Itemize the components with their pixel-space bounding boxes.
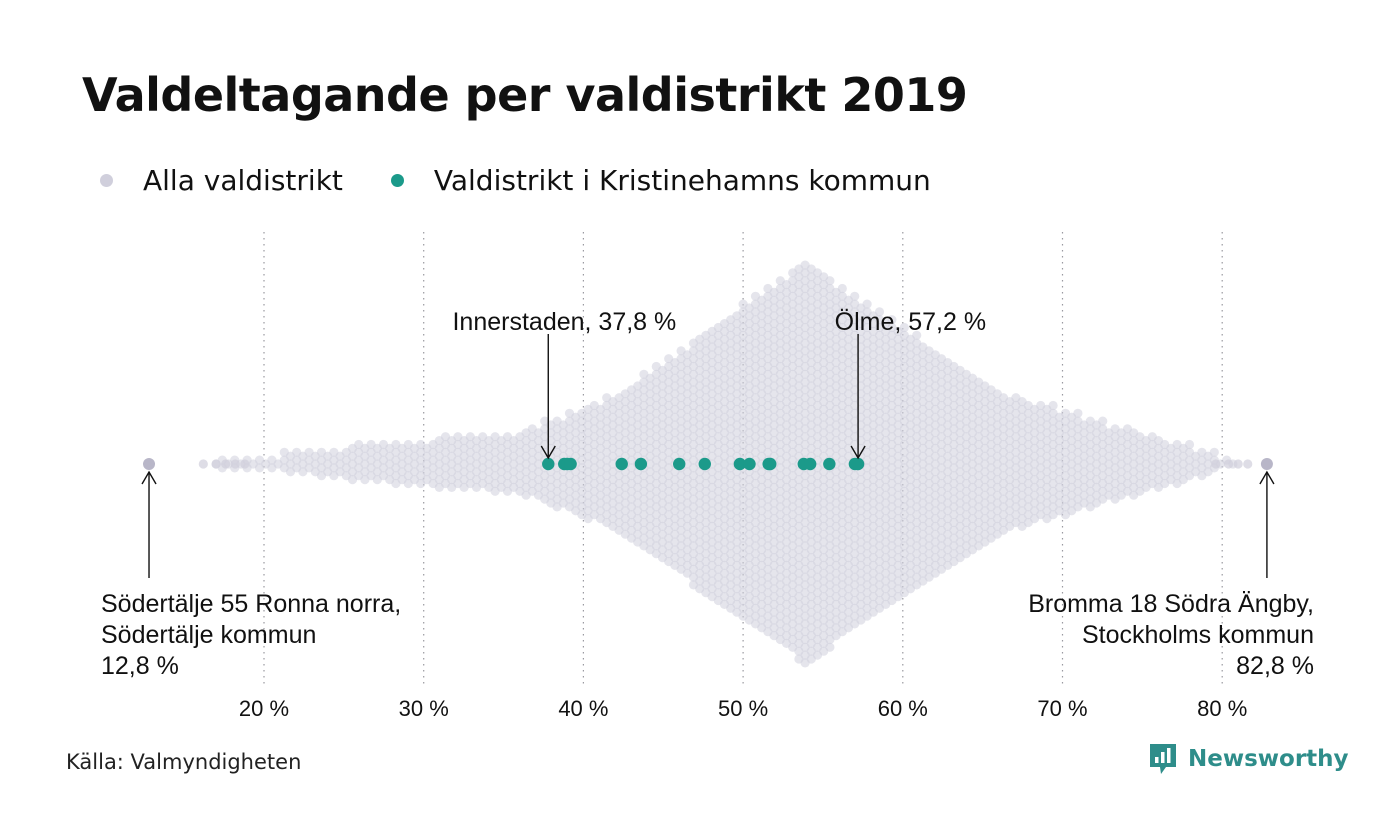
dot-all-district (825, 276, 835, 286)
dot-all-district (198, 459, 208, 469)
dot-all-district (240, 459, 250, 469)
annotation-label: Södertälje 55 Ronna norra, (101, 590, 401, 618)
dot-all-district (874, 307, 885, 317)
dot-all-district (837, 283, 847, 294)
dot-extreme-district (143, 458, 156, 470)
legend-label-all: Alla valdistrikt (143, 163, 343, 197)
dot-highlight-district (673, 457, 686, 471)
brand-name: Newsworthy (1188, 746, 1349, 772)
dot-all-district (1073, 408, 1083, 418)
tick-label-80: 80 % (1197, 696, 1247, 721)
arrow-head-icon (1259, 470, 1275, 485)
dot-all-district (1098, 416, 1108, 426)
annotation-label: 12,8 % (101, 652, 179, 680)
dot-all-district (1243, 459, 1253, 469)
dot-extreme-district (1260, 458, 1273, 470)
arrow-head-icon (540, 445, 556, 460)
chart-title: Valdeltagande per valdistrikt 2019 (82, 68, 968, 122)
dot-highlight-district (615, 457, 628, 471)
swarm-all-districts (143, 260, 1273, 668)
brand-logo: Newsworthy (1148, 742, 1349, 776)
legend-item-highlight: Valdistrikt i Kristinehamns kommun (390, 163, 931, 197)
tick-label-20: 20 % (239, 696, 289, 721)
tick-label-70: 70 % (1037, 696, 1087, 721)
annotation-label: Stockholms kommun (1082, 621, 1314, 649)
dot-all-district (221, 459, 231, 469)
dot-all-district (912, 330, 922, 340)
dot-all-district (1184, 439, 1195, 450)
dot-highlight-district (698, 457, 711, 471)
x-axis-tick-labels: 20 % 30 % 40 % 50 % 60 % 70 % 80 % (239, 696, 1247, 721)
dot-highlight-district (733, 457, 747, 471)
dot-highlight-district (764, 457, 777, 471)
annotation-label: Södertälje kommun (101, 621, 316, 649)
dot-all-district (1233, 459, 1243, 469)
legend-dot-all-icon (100, 173, 113, 187)
dot-highlight-district (634, 457, 648, 471)
dot-all-district (1211, 459, 1221, 469)
dot-all-district (211, 459, 221, 469)
dot-all-district (1223, 459, 1234, 469)
legend: Alla valdistrikt Valdistrikt i Kristineh… (100, 160, 979, 200)
tick-label-60: 60 % (878, 696, 928, 721)
bar-chart-speech-bubble-icon (1150, 744, 1176, 774)
dot-all-district (1048, 400, 1058, 411)
legend-dot-highlight-icon (390, 173, 404, 187)
dot-all-district (1209, 447, 1219, 457)
dot-highlight-district (803, 457, 817, 471)
tick-label-30: 30 % (399, 696, 449, 721)
annotation-label: Innerstaden, 37,8 % (452, 308, 676, 336)
dot-highlight-district (743, 457, 756, 471)
legend-label-highlight: Valdistrikt i Kristinehamns kommun (433, 163, 931, 197)
dot-highlight-district (542, 457, 555, 471)
source-note: Källa: Valmyndigheten (66, 750, 302, 774)
dot-highlight-district (823, 457, 836, 471)
tick-label-50: 50 % (718, 696, 768, 721)
dot-all-district (887, 315, 897, 325)
annotations: Södertälje 55 Ronna norra, Södertälje kom… (101, 308, 1314, 680)
dot-all-district (899, 322, 909, 333)
dot-highlight-district (851, 457, 865, 471)
tick-label-40: 40 % (558, 696, 608, 721)
swarm-highlight-districts (542, 457, 865, 471)
annotation-label: 82,8 % (1236, 652, 1314, 680)
arrow-head-icon (141, 470, 157, 485)
dot-all-district (862, 299, 872, 309)
dot-all-district (825, 642, 835, 652)
dot-all-district (230, 459, 240, 469)
dot-highlight-district (564, 457, 577, 471)
annotation-label: Ölme, 57,2 % (835, 308, 986, 336)
legend-item-all: Alla valdistrikt (100, 164, 343, 197)
annotation-label: Bromma 18 Södra Ängby, (1028, 590, 1314, 618)
dot-all-district (850, 291, 860, 301)
arrow-head-icon (850, 445, 866, 460)
